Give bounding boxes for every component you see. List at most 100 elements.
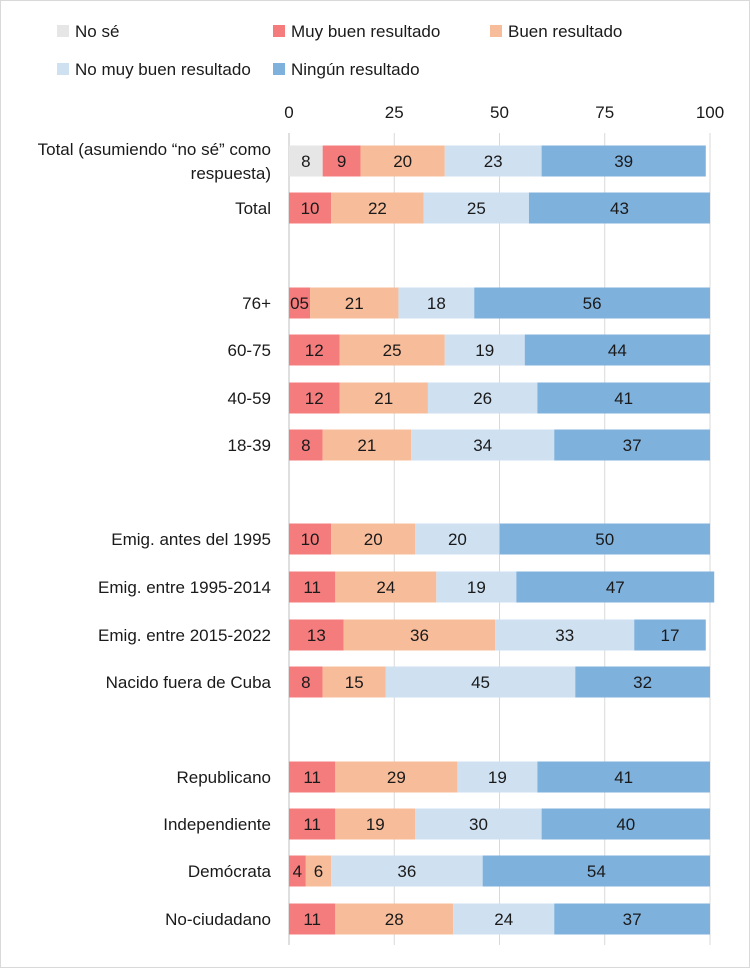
data-label: 8 xyxy=(301,673,310,692)
bar-segment-no-muy-buen-resultado xyxy=(453,903,555,935)
bar-segment-muy-buen-resultado xyxy=(289,429,323,461)
bar-segment-buen-resultado xyxy=(331,523,416,555)
bar-segment-buen-resultado xyxy=(343,619,496,651)
bar-segment-ningun-resultado xyxy=(474,287,710,319)
bar-segment-buen-resultado xyxy=(335,761,458,793)
data-label: 36 xyxy=(410,626,429,645)
category-label: Independiente xyxy=(163,815,271,834)
category-label: Total (asumiendo “no sé” como xyxy=(38,140,271,159)
bar-segment-ningun-resultado xyxy=(516,571,715,603)
bar-segment-no-muy-buen-resultado xyxy=(427,382,538,414)
data-label: 19 xyxy=(488,768,507,787)
bar-segment-muy-buen-resultado xyxy=(289,761,336,793)
bar-segment-ningun-resultado xyxy=(575,666,710,698)
data-label: 50 xyxy=(595,530,614,549)
legend-swatch-muy-buen-resultado xyxy=(273,25,285,37)
bar-segment-ningun-resultado xyxy=(634,619,706,651)
legend-label-no-se: No sé xyxy=(75,22,119,41)
data-label: 23 xyxy=(484,152,503,171)
bar-segment-no-se xyxy=(289,145,323,177)
bar-segment-muy-buen-resultado xyxy=(289,903,336,935)
data-label: 20 xyxy=(448,530,467,549)
data-label: 22 xyxy=(368,199,387,218)
data-label: 9 xyxy=(337,152,346,171)
data-label: 11 xyxy=(303,768,321,787)
bar-segment-no-muy-buen-resultado xyxy=(385,666,576,698)
data-label: 33 xyxy=(555,626,574,645)
data-label: 47 xyxy=(606,578,625,597)
data-label: 11 xyxy=(303,815,321,834)
bar-segment-muy-buen-resultado xyxy=(289,808,336,840)
bar-segment-muy-buen-resultado xyxy=(289,523,332,555)
bar-segment-buen-resultado xyxy=(322,429,412,461)
data-label: 32 xyxy=(633,673,652,692)
bar-segment-muy-buen-resultado xyxy=(289,287,311,319)
data-label: 21 xyxy=(374,389,393,408)
data-label: 26 xyxy=(473,389,492,408)
bar-segment-no-muy-buen-resultado xyxy=(398,287,475,319)
bar-segment-ningun-resultado xyxy=(482,855,710,887)
bar-segment-ningun-resultado xyxy=(554,429,710,461)
data-label: 44 xyxy=(608,341,627,360)
bar-segment-ningun-resultado xyxy=(554,903,710,935)
category-label: 18-39 xyxy=(228,436,271,455)
category-label: 40-59 xyxy=(228,389,271,408)
data-label: 43 xyxy=(610,199,629,218)
bar-segment-ningun-resultado xyxy=(541,808,710,840)
x-tick-label: 50 xyxy=(490,103,509,122)
data-label: 24 xyxy=(376,578,395,597)
x-tick-label: 75 xyxy=(595,103,614,122)
category-label: Demócrata xyxy=(188,862,272,881)
x-tick-label: 25 xyxy=(385,103,404,122)
bar-segment-no-muy-buen-resultado xyxy=(495,619,635,651)
bar-segment-ningun-resultado xyxy=(541,145,706,177)
data-label: 18 xyxy=(427,294,446,313)
bar-segment-buen-resultado xyxy=(310,287,399,319)
data-label: 12 xyxy=(305,341,324,360)
bar-segment-muy-buen-resultado xyxy=(289,192,332,224)
bar-segment-buen-resultado xyxy=(322,666,386,698)
bar-segment-no-muy-buen-resultado xyxy=(331,855,483,887)
data-label: 19 xyxy=(475,341,494,360)
bar-segment-muy-buen-resultado xyxy=(289,855,306,887)
data-label: 29 xyxy=(387,768,406,787)
legend-swatch-ningun-resultado xyxy=(273,63,285,75)
bar-segment-ningun-resultado xyxy=(528,192,710,224)
data-label: 8 xyxy=(301,152,310,171)
category-label: Nacido fuera de Cuba xyxy=(106,673,272,692)
data-label: 24 xyxy=(494,910,513,929)
data-label: 11 xyxy=(303,910,321,929)
data-label: 4 xyxy=(293,862,302,881)
data-label: 20 xyxy=(393,152,412,171)
bar-segment-muy-buen-resultado xyxy=(289,334,340,366)
legend-label-ningun-resultado: Ningún resultado xyxy=(291,60,420,79)
x-tick-label: 0 xyxy=(284,103,293,122)
bar-segment-buen-resultado xyxy=(335,808,416,840)
bar-segment-no-muy-buen-resultado xyxy=(411,429,555,461)
data-label: 10 xyxy=(301,199,320,218)
bar-segment-ningun-resultado xyxy=(537,382,710,414)
category-label: No-ciudadano xyxy=(165,910,271,929)
bar-segment-no-muy-buen-resultado xyxy=(423,192,529,224)
data-label: 45 xyxy=(471,673,490,692)
data-label: 25 xyxy=(383,341,402,360)
data-label: 8 xyxy=(301,436,310,455)
data-label: 19 xyxy=(467,578,486,597)
category-label: Emig. antes del 1995 xyxy=(111,530,271,549)
data-label: 36 xyxy=(397,862,416,881)
bar-segment-ningun-resultado xyxy=(499,523,710,555)
data-label: 54 xyxy=(587,862,606,881)
data-label: 34 xyxy=(473,436,492,455)
legend-label-no-muy-buen-resultado: No muy buen resultado xyxy=(75,60,251,79)
category-label: Total xyxy=(235,199,271,218)
bar-segment-no-muy-buen-resultado xyxy=(415,523,500,555)
data-label: 56 xyxy=(583,294,602,313)
legend-swatch-no-muy-buen-resultado xyxy=(57,63,69,75)
bar-segment-no-muy-buen-resultado xyxy=(457,761,538,793)
bar-segment-buen-resultado xyxy=(339,382,428,414)
data-label: 21 xyxy=(357,436,376,455)
data-label: 05 xyxy=(290,294,309,313)
category-label: Republicano xyxy=(176,768,271,787)
